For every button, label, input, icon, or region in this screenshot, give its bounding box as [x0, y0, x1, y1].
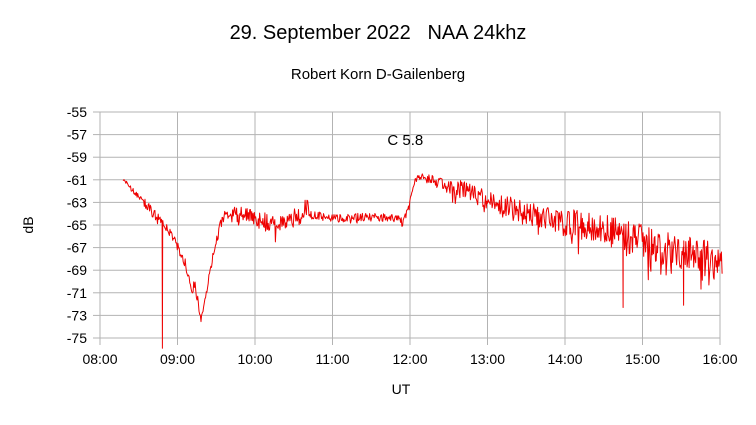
- signal-trace-line: [122, 173, 723, 349]
- y-tick-label: -69: [67, 262, 87, 278]
- y-tick-label: -67: [67, 240, 87, 256]
- chart-subtitle: Robert Korn D-Gailenberg: [290, 66, 466, 83]
- x-tick-label: 12:00: [392, 351, 427, 367]
- x-tick-label: 15:00: [625, 351, 660, 367]
- y-tick-label: -63: [67, 194, 87, 210]
- tick-label-layer: -55 -57 -59 -61 -63 -65 -67 -69 -71 -73 -75 08:00 09…: [67, 104, 738, 367]
- y-tick-label: -61: [67, 172, 87, 188]
- y-axis-label: dB: [20, 216, 36, 233]
- y-tick-label: -59: [67, 149, 87, 165]
- tick-layer: [93, 111, 721, 345]
- x-tick-label: 16:00: [702, 351, 737, 367]
- x-tick-label: 14:00: [547, 351, 582, 367]
- x-tick-label: 11:00: [316, 351, 350, 367]
- y-tick-label: -75: [67, 330, 87, 346]
- y-tick-label: -65: [67, 217, 87, 233]
- flare-class-annotation: C 5.8: [387, 132, 423, 149]
- x-axis-label: UT: [392, 381, 411, 397]
- x-tick-label: 10:00: [237, 351, 272, 367]
- x-tick-label: 13:00: [470, 351, 505, 367]
- x-tick-label: 09:00: [160, 351, 195, 367]
- y-tick-label: -57: [67, 127, 87, 143]
- grid-layer: [99, 111, 721, 339]
- y-tick-label: -55: [67, 104, 87, 120]
- x-tick-label: 08:00: [82, 351, 117, 367]
- y-tick-label: -73: [67, 307, 87, 323]
- y-tick-label: -71: [67, 285, 87, 301]
- chart-title: 29. September 2022 NAA 24khz: [229, 22, 527, 44]
